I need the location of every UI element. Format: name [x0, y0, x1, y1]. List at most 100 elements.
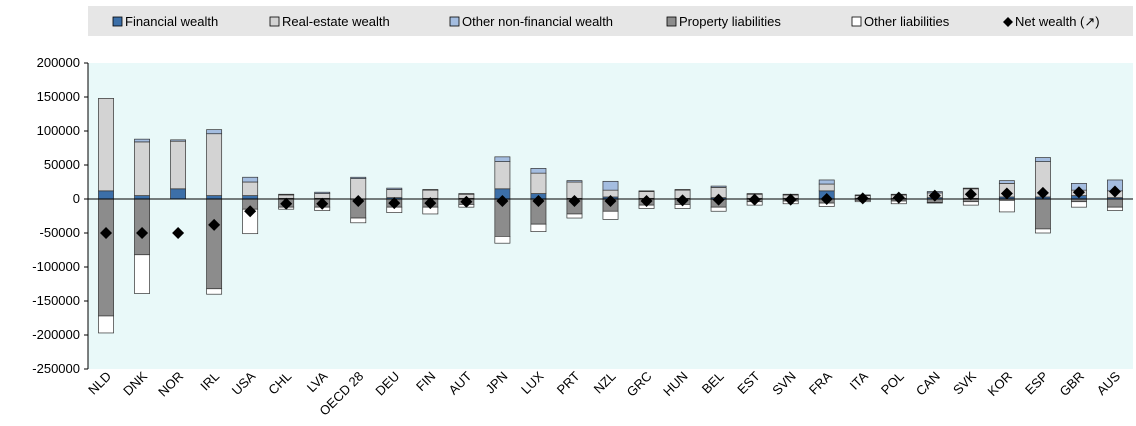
legend-swatch: [269, 16, 280, 27]
net-wealth-marker: [676, 194, 689, 207]
legend-label: Financial wealth: [125, 14, 218, 29]
bar-segment: [998, 200, 1015, 213]
x-tick-label: GRC: [624, 369, 655, 400]
bar-segment: [494, 161, 511, 190]
bar-segment: [494, 156, 511, 162]
x-tick-label: DNK: [120, 368, 150, 398]
bar-segment: [962, 201, 979, 206]
legend-swatch: [851, 16, 862, 27]
y-tick-label: -250000: [32, 361, 80, 376]
net-wealth-marker: [604, 195, 617, 208]
bar-segment: [98, 98, 114, 192]
legend-label: Property liabilities: [679, 14, 781, 29]
bar-segment: [170, 140, 187, 190]
net-wealth-marker: [352, 195, 365, 208]
net-wealth-marker: [172, 227, 185, 239]
y-tick-label: 150000: [37, 89, 80, 104]
bar-segment: [818, 183, 835, 192]
net-wealth-marker: [820, 193, 833, 205]
y-tick-label: -50000: [40, 225, 80, 240]
x-tick-label: NOR: [155, 369, 186, 400]
y-tick-label: -100000: [32, 259, 80, 274]
net-wealth-marker: [460, 195, 473, 208]
bar-segment: [602, 210, 619, 220]
bar-segment: [602, 180, 619, 191]
x-tick-label: GBR: [1057, 369, 1088, 400]
bar-segment: [818, 179, 835, 185]
legend-swatch: [449, 16, 460, 27]
bar-segment: [638, 190, 655, 192]
bar-segment: [350, 217, 367, 224]
x-tick-label: LVA: [304, 368, 331, 395]
net-wealth-marker: [964, 188, 977, 201]
x-tick-label: FIN: [413, 369, 438, 394]
x-tick-label: LUX: [518, 368, 547, 397]
y-tick-label: 0: [73, 191, 80, 206]
bar-segment: [1034, 228, 1051, 234]
y-tick-label: -150000: [32, 293, 80, 308]
bar-segment: [278, 193, 295, 196]
bar-segment: [206, 129, 223, 135]
bar-segment: [134, 138, 150, 143]
x-tick-label: AUS: [1094, 368, 1124, 398]
bar-segment: [566, 213, 583, 219]
x-tick-label: CAN: [913, 369, 943, 399]
net-wealth-marker: [640, 195, 653, 208]
net-wealth-marker: [712, 193, 725, 206]
net-wealth-marker: [424, 197, 437, 210]
x-tick-label: SVK: [950, 368, 979, 397]
x-tick-label: CHL: [265, 369, 294, 398]
legend-label: Net wealth (↗): [1015, 14, 1100, 29]
bar-segment: [422, 189, 439, 191]
bar-segment: [530, 172, 547, 194]
bar-segment: [530, 223, 547, 232]
x-tick-label: IRL: [197, 369, 222, 394]
legend-background: [88, 6, 1133, 36]
bar-segment: [314, 193, 331, 199]
bar-segment: [566, 180, 583, 183]
net-wealth-marker: [532, 195, 545, 208]
net-wealth-marker: [748, 193, 761, 206]
x-tick-label: POL: [878, 369, 907, 398]
bar-segment: [710, 185, 727, 188]
legend-marker: [1003, 17, 1013, 27]
bar-segment: [710, 206, 727, 212]
bar-segment: [386, 189, 403, 198]
bar-segment: [242, 181, 259, 196]
bar-segment: [350, 176, 367, 179]
net-wealth-marker: [568, 195, 581, 208]
bar-segment: [242, 195, 259, 200]
x-tick-label: JPN: [483, 369, 511, 397]
bar-segment: [1034, 198, 1051, 230]
bar-segment: [206, 195, 223, 200]
bar-segment: [998, 180, 1015, 184]
legend-swatch: [112, 16, 123, 27]
net-wealth-marker: [784, 193, 797, 206]
x-tick-label: PRT: [554, 368, 583, 397]
legend-label: Other non-financial wealth: [462, 14, 613, 29]
bar-segment: [674, 189, 691, 191]
x-tick-label: NZL: [591, 369, 619, 397]
bar-segment: [494, 236, 511, 244]
bar-segment: [386, 187, 403, 190]
legend-swatch: [666, 16, 677, 27]
net-wealth-marker: [928, 189, 941, 202]
x-tick-label: SVN: [769, 369, 799, 399]
y-tick-label: -200000: [32, 327, 80, 342]
x-tick-label: EST: [734, 368, 763, 397]
y-tick-label: 100000: [37, 123, 80, 138]
bar-segment: [926, 202, 943, 204]
bar-segment: [134, 254, 150, 294]
bar-segment: [1107, 198, 1123, 208]
y-tick-label: 50000: [44, 157, 80, 172]
bar-segment: [206, 133, 223, 196]
net-wealth-marker: [136, 227, 149, 239]
net-wealth-marker: [1036, 186, 1049, 199]
net-wealth-marker: [1000, 187, 1013, 200]
y-tick-label: 200000: [37, 55, 80, 70]
net-wealth-marker: [856, 192, 869, 205]
bar-segment: [458, 193, 475, 195]
bar-segment: [170, 188, 187, 200]
bar-segment: [242, 176, 259, 183]
